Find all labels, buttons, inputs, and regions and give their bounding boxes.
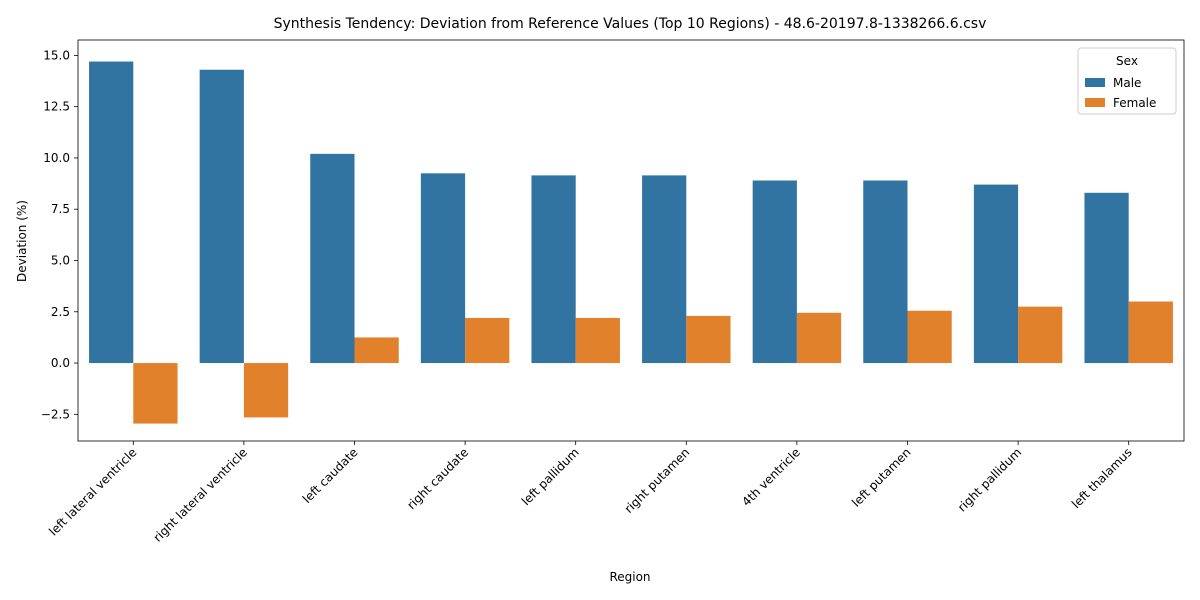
y-axis-label: Deviation (%): [15, 200, 29, 282]
y-tick-label: 2.5: [51, 305, 70, 319]
x-tick-label: left putamen: [849, 445, 914, 510]
bar-female-4: [575, 317, 620, 364]
y-tick-label: 0.0: [51, 356, 70, 370]
bar-female-0: [133, 363, 178, 424]
bar-female-5: [686, 315, 731, 364]
x-tick-label: left lateral ventricle: [46, 445, 139, 538]
plot-area: −2.5 0.0 2.5 5.0 7.5 10.0 12.5 15.0 left lateral…: [41, 39, 1185, 545]
legend-swatch-male: [1085, 78, 1105, 87]
x-tick-label: right lateral ventricle: [151, 445, 250, 544]
legend: Sex Male Female: [1077, 47, 1177, 115]
bar-male-3: [420, 173, 466, 364]
legend-label-male: Male: [1113, 76, 1141, 90]
bar-female-7: [907, 310, 952, 364]
bar-male-1: [199, 69, 244, 364]
x-tick-label: right putamen: [622, 445, 693, 516]
y-tick-label: 10.0: [43, 151, 70, 165]
bar-male-6: [752, 180, 797, 364]
x-tick-label: 4th ventricle: [739, 445, 803, 509]
y-tick-label: 15.0: [43, 48, 70, 62]
bar-male-9: [1084, 192, 1129, 364]
x-tick-label: left caudate: [300, 445, 361, 506]
bar-male-4: [531, 175, 576, 364]
bar-female-8: [1018, 306, 1063, 364]
chart-title: Synthesis Tendency: Deviation from Refer…: [274, 16, 987, 32]
bar-male-0: [89, 61, 134, 364]
legend-title: Sex: [1116, 54, 1138, 68]
y-tick-label: 12.5: [43, 100, 70, 114]
bar-female-9: [1128, 301, 1173, 364]
x-tick-label: right caudate: [404, 445, 471, 512]
bar-male-8: [973, 184, 1019, 364]
x-tick-label: left pallidum: [519, 445, 582, 508]
y-tick-label: 5.0: [51, 253, 70, 267]
bar-male-7: [863, 180, 908, 364]
legend-label-female: Female: [1113, 96, 1156, 110]
legend-swatch-female: [1085, 98, 1105, 107]
bar-female-3: [465, 317, 510, 364]
bar-male-2: [310, 153, 355, 364]
y-tick-label: −2.5: [41, 407, 70, 421]
bar-female-6: [796, 312, 842, 364]
y-tick-label: 7.5: [51, 202, 70, 216]
x-tick-label: right pallidum: [955, 445, 1024, 514]
legend-box: [1077, 47, 1177, 115]
axes-frame: [77, 39, 1185, 442]
x-tick-label: left thalamus: [1069, 445, 1135, 511]
bar-female-2: [354, 337, 399, 364]
bar-male-5: [642, 175, 687, 364]
bar-female-1: [243, 363, 289, 418]
x-axis-label: Region: [609, 570, 650, 584]
